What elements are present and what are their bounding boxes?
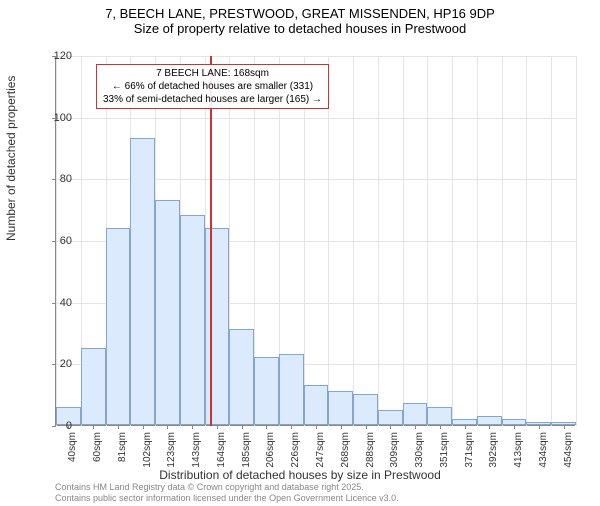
callout-box: 7 BEECH LANE: 168sqm← 66% of detached ho… <box>96 64 329 109</box>
page-title-line2: Size of property relative to detached ho… <box>0 21 600 36</box>
gridline-vertical <box>576 56 577 426</box>
gridline-vertical <box>378 56 379 426</box>
x-tick-label: 206sqm <box>265 432 276 482</box>
gridline-horizontal <box>56 56 576 57</box>
x-tick-label: 247sqm <box>315 432 326 482</box>
gridline-vertical <box>526 56 527 426</box>
gridline-vertical <box>477 56 478 426</box>
x-tick-label: 60sqm <box>92 432 103 482</box>
x-tick-mark <box>465 425 466 429</box>
x-tick-mark <box>143 425 144 429</box>
x-tick-label: 288sqm <box>365 432 376 482</box>
gridline-vertical <box>452 56 453 426</box>
x-tick-mark <box>242 425 243 429</box>
x-tick-mark <box>192 425 193 429</box>
x-tick-mark <box>564 425 565 429</box>
x-tick-mark <box>390 425 391 429</box>
plot-area: 7 BEECH LANE: 168sqm← 66% of detached ho… <box>55 56 575 426</box>
x-tick-mark <box>266 425 267 429</box>
histogram-bar <box>304 385 329 425</box>
x-tick-mark <box>440 425 441 429</box>
gridline-vertical <box>403 56 404 426</box>
histogram-bar <box>254 357 279 425</box>
x-tick-mark <box>341 425 342 429</box>
x-tick-mark <box>415 425 416 429</box>
x-tick-label: 226sqm <box>290 432 301 482</box>
footer-line2: Contains public sector information licen… <box>55 493 399 504</box>
histogram-bar <box>477 416 502 425</box>
histogram-bar <box>378 410 403 425</box>
histogram-bar <box>205 228 230 425</box>
x-tick-mark <box>514 425 515 429</box>
x-tick-label: 123sqm <box>166 432 177 482</box>
x-tick-mark <box>291 425 292 429</box>
x-tick-label: 268sqm <box>340 432 351 482</box>
gridline-vertical <box>304 56 305 426</box>
y-axis-label: Number of detached properties <box>4 76 18 241</box>
footer-line1: Contains HM Land Registry data © Crown c… <box>55 482 399 493</box>
y-tick-label: 0 <box>42 420 72 432</box>
x-tick-label: 164sqm <box>216 432 227 482</box>
footer-attribution: Contains HM Land Registry data © Crown c… <box>55 482 399 504</box>
histogram-bar <box>180 215 205 425</box>
x-tick-mark <box>539 425 540 429</box>
x-tick-mark <box>489 425 490 429</box>
x-tick-label: 102sqm <box>142 432 153 482</box>
x-tick-label: 185sqm <box>241 432 252 482</box>
histogram-bar <box>155 200 180 425</box>
page-title-line1: 7, BEECH LANE, PRESTWOOD, GREAT MISSENDE… <box>0 6 600 21</box>
chart-area: 7 BEECH LANE: 168sqm← 66% of detached ho… <box>55 56 575 426</box>
x-tick-label: 413sqm <box>513 432 524 482</box>
x-tick-label: 392sqm <box>488 432 499 482</box>
x-tick-mark <box>217 425 218 429</box>
x-tick-label: 309sqm <box>389 432 400 482</box>
x-tick-label: 40sqm <box>67 432 78 482</box>
y-tick-label: 60 <box>42 235 72 247</box>
x-tick-mark <box>118 425 119 429</box>
histogram-bar <box>279 354 304 425</box>
y-tick-label: 20 <box>42 358 72 370</box>
histogram-bar <box>106 228 131 425</box>
gridline-vertical <box>427 56 428 426</box>
x-tick-label: 330sqm <box>414 432 425 482</box>
x-tick-label: 351sqm <box>439 432 450 482</box>
gridline-vertical <box>551 56 552 426</box>
x-tick-mark <box>316 425 317 429</box>
x-tick-mark <box>93 425 94 429</box>
callout-line3: 33% of semi-detached houses are larger (… <box>103 93 322 106</box>
x-tick-label: 81sqm <box>117 432 128 482</box>
histogram-bar <box>403 403 428 425</box>
callout-line2: ← 66% of detached houses are smaller (33… <box>103 80 322 93</box>
gridline-vertical <box>502 56 503 426</box>
gridline-vertical <box>353 56 354 426</box>
marker-line <box>210 56 212 426</box>
gridline-horizontal <box>56 118 576 119</box>
x-tick-label: 371sqm <box>464 432 475 482</box>
x-tick-mark <box>366 425 367 429</box>
x-tick-label: 434sqm <box>538 432 549 482</box>
x-tick-label: 143sqm <box>191 432 202 482</box>
y-tick-label: 40 <box>42 297 72 309</box>
x-tick-label: 454sqm <box>563 432 574 482</box>
gridline-vertical <box>328 56 329 426</box>
x-tick-mark <box>167 425 168 429</box>
histogram-bar <box>353 394 378 425</box>
y-tick-label: 100 <box>42 112 72 124</box>
histogram-bar <box>81 348 106 425</box>
y-tick-label: 80 <box>42 173 72 185</box>
callout-line1: 7 BEECH LANE: 168sqm <box>103 67 322 80</box>
histogram-bar <box>130 138 155 425</box>
histogram-bar <box>328 391 353 425</box>
histogram-bar <box>229 329 254 425</box>
y-tick-label: 120 <box>42 50 72 62</box>
histogram-bar <box>427 407 452 426</box>
